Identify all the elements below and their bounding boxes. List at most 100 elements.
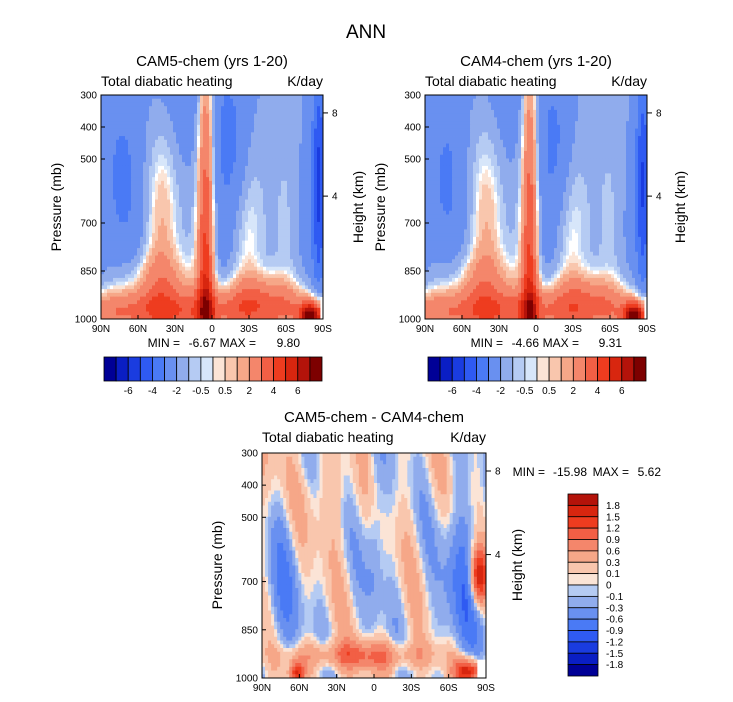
contour-cell xyxy=(314,203,318,208)
contour-cell xyxy=(272,151,276,156)
contour-cell xyxy=(278,236,282,241)
contour-cell xyxy=(101,307,105,312)
contour-cell xyxy=(308,98,312,103)
contour-cell xyxy=(104,169,108,174)
contour-cell xyxy=(284,95,288,100)
contour-cell xyxy=(314,304,318,309)
contour-cell xyxy=(269,147,273,152)
contour-cell xyxy=(152,248,156,253)
contour-cell xyxy=(293,132,297,137)
contour-cell xyxy=(158,132,162,137)
contour-cell xyxy=(113,251,117,256)
contour-cell xyxy=(230,300,234,305)
contour-cell xyxy=(125,139,129,144)
contour-cell xyxy=(266,106,270,111)
contour-cell xyxy=(242,281,246,286)
contour-cell xyxy=(146,195,150,200)
contour-cell xyxy=(128,180,132,185)
contour-cell xyxy=(158,263,162,268)
contour-cell xyxy=(317,117,321,122)
contour-cell xyxy=(188,154,192,159)
contour-cell xyxy=(209,188,213,193)
contour-cell xyxy=(206,147,210,152)
contour-cell xyxy=(125,147,129,152)
contour-cell xyxy=(200,304,204,309)
contour-cell xyxy=(104,184,108,189)
contour-cell xyxy=(119,147,123,152)
contour-cell xyxy=(314,169,318,174)
contour-cell xyxy=(620,102,624,107)
contour-cell xyxy=(155,300,159,305)
contour-cell xyxy=(227,277,231,283)
contour-cell xyxy=(275,233,279,238)
contour-cell xyxy=(131,192,135,197)
contour-cell xyxy=(236,195,240,200)
contour-cell xyxy=(302,255,306,260)
contour-cell xyxy=(287,274,291,279)
contour-cell xyxy=(212,229,216,234)
contour-cell xyxy=(158,177,162,182)
y-tick-label: 500 xyxy=(80,155,97,166)
contour-cell xyxy=(263,106,267,111)
contour-cell xyxy=(248,248,252,253)
contour-cell xyxy=(284,158,288,163)
contour-cell xyxy=(173,98,177,103)
contour-cell xyxy=(155,277,159,283)
contour-cell xyxy=(167,285,171,290)
contour-cell xyxy=(173,136,177,141)
contour-cell xyxy=(209,221,213,227)
contour-cell xyxy=(263,98,267,103)
contour-cell xyxy=(302,165,306,171)
contour-cell xyxy=(320,162,324,167)
contour-cell xyxy=(170,307,174,312)
contour-cell xyxy=(230,307,234,312)
contour-cell xyxy=(104,225,108,230)
contour-cell xyxy=(236,121,240,126)
contour-cell xyxy=(209,214,213,219)
contour-cell xyxy=(266,263,270,268)
contour-cell xyxy=(173,154,177,159)
contour-cell xyxy=(161,289,165,294)
contour-cell xyxy=(314,151,318,156)
contour-cell xyxy=(242,311,246,316)
contour-cell xyxy=(281,173,285,178)
contour-cell xyxy=(215,225,219,230)
contour-cell xyxy=(203,139,207,144)
contour-cell xyxy=(200,259,204,264)
contour-cell xyxy=(212,136,216,141)
contour-cell xyxy=(227,214,231,219)
contour-cell xyxy=(218,207,222,212)
contour-cell xyxy=(167,102,171,107)
contour-cell xyxy=(263,259,267,264)
contour-cell xyxy=(203,128,207,133)
contour-cell xyxy=(233,132,237,137)
contour-cell xyxy=(140,132,144,137)
contour-cell xyxy=(620,95,624,100)
contour-cell xyxy=(122,281,126,286)
contour-cell xyxy=(296,304,300,309)
contour-cell xyxy=(218,169,222,174)
contour-cell xyxy=(137,255,141,260)
contour-cell xyxy=(290,162,294,167)
contour-cell xyxy=(305,221,309,227)
contour-cell xyxy=(269,136,273,141)
contour-cell xyxy=(173,255,177,260)
contour-cell xyxy=(167,158,171,163)
contour-cell xyxy=(311,300,315,305)
contour-cell xyxy=(293,117,297,122)
contour-cell xyxy=(317,244,321,249)
contour-cell xyxy=(308,225,312,230)
contour-cell xyxy=(185,207,189,212)
contour-cell xyxy=(155,147,159,152)
contour-cell xyxy=(260,307,264,312)
contour-cell xyxy=(230,136,234,141)
contour-cell xyxy=(137,244,141,249)
contour-cell xyxy=(146,304,150,309)
contour-cell xyxy=(215,304,219,309)
contour-cell xyxy=(527,109,531,115)
contour-cell xyxy=(497,113,501,118)
contour-cell xyxy=(176,289,180,294)
contour-cell xyxy=(161,102,165,107)
contour-cell xyxy=(305,102,309,107)
contour-cell xyxy=(179,117,183,122)
